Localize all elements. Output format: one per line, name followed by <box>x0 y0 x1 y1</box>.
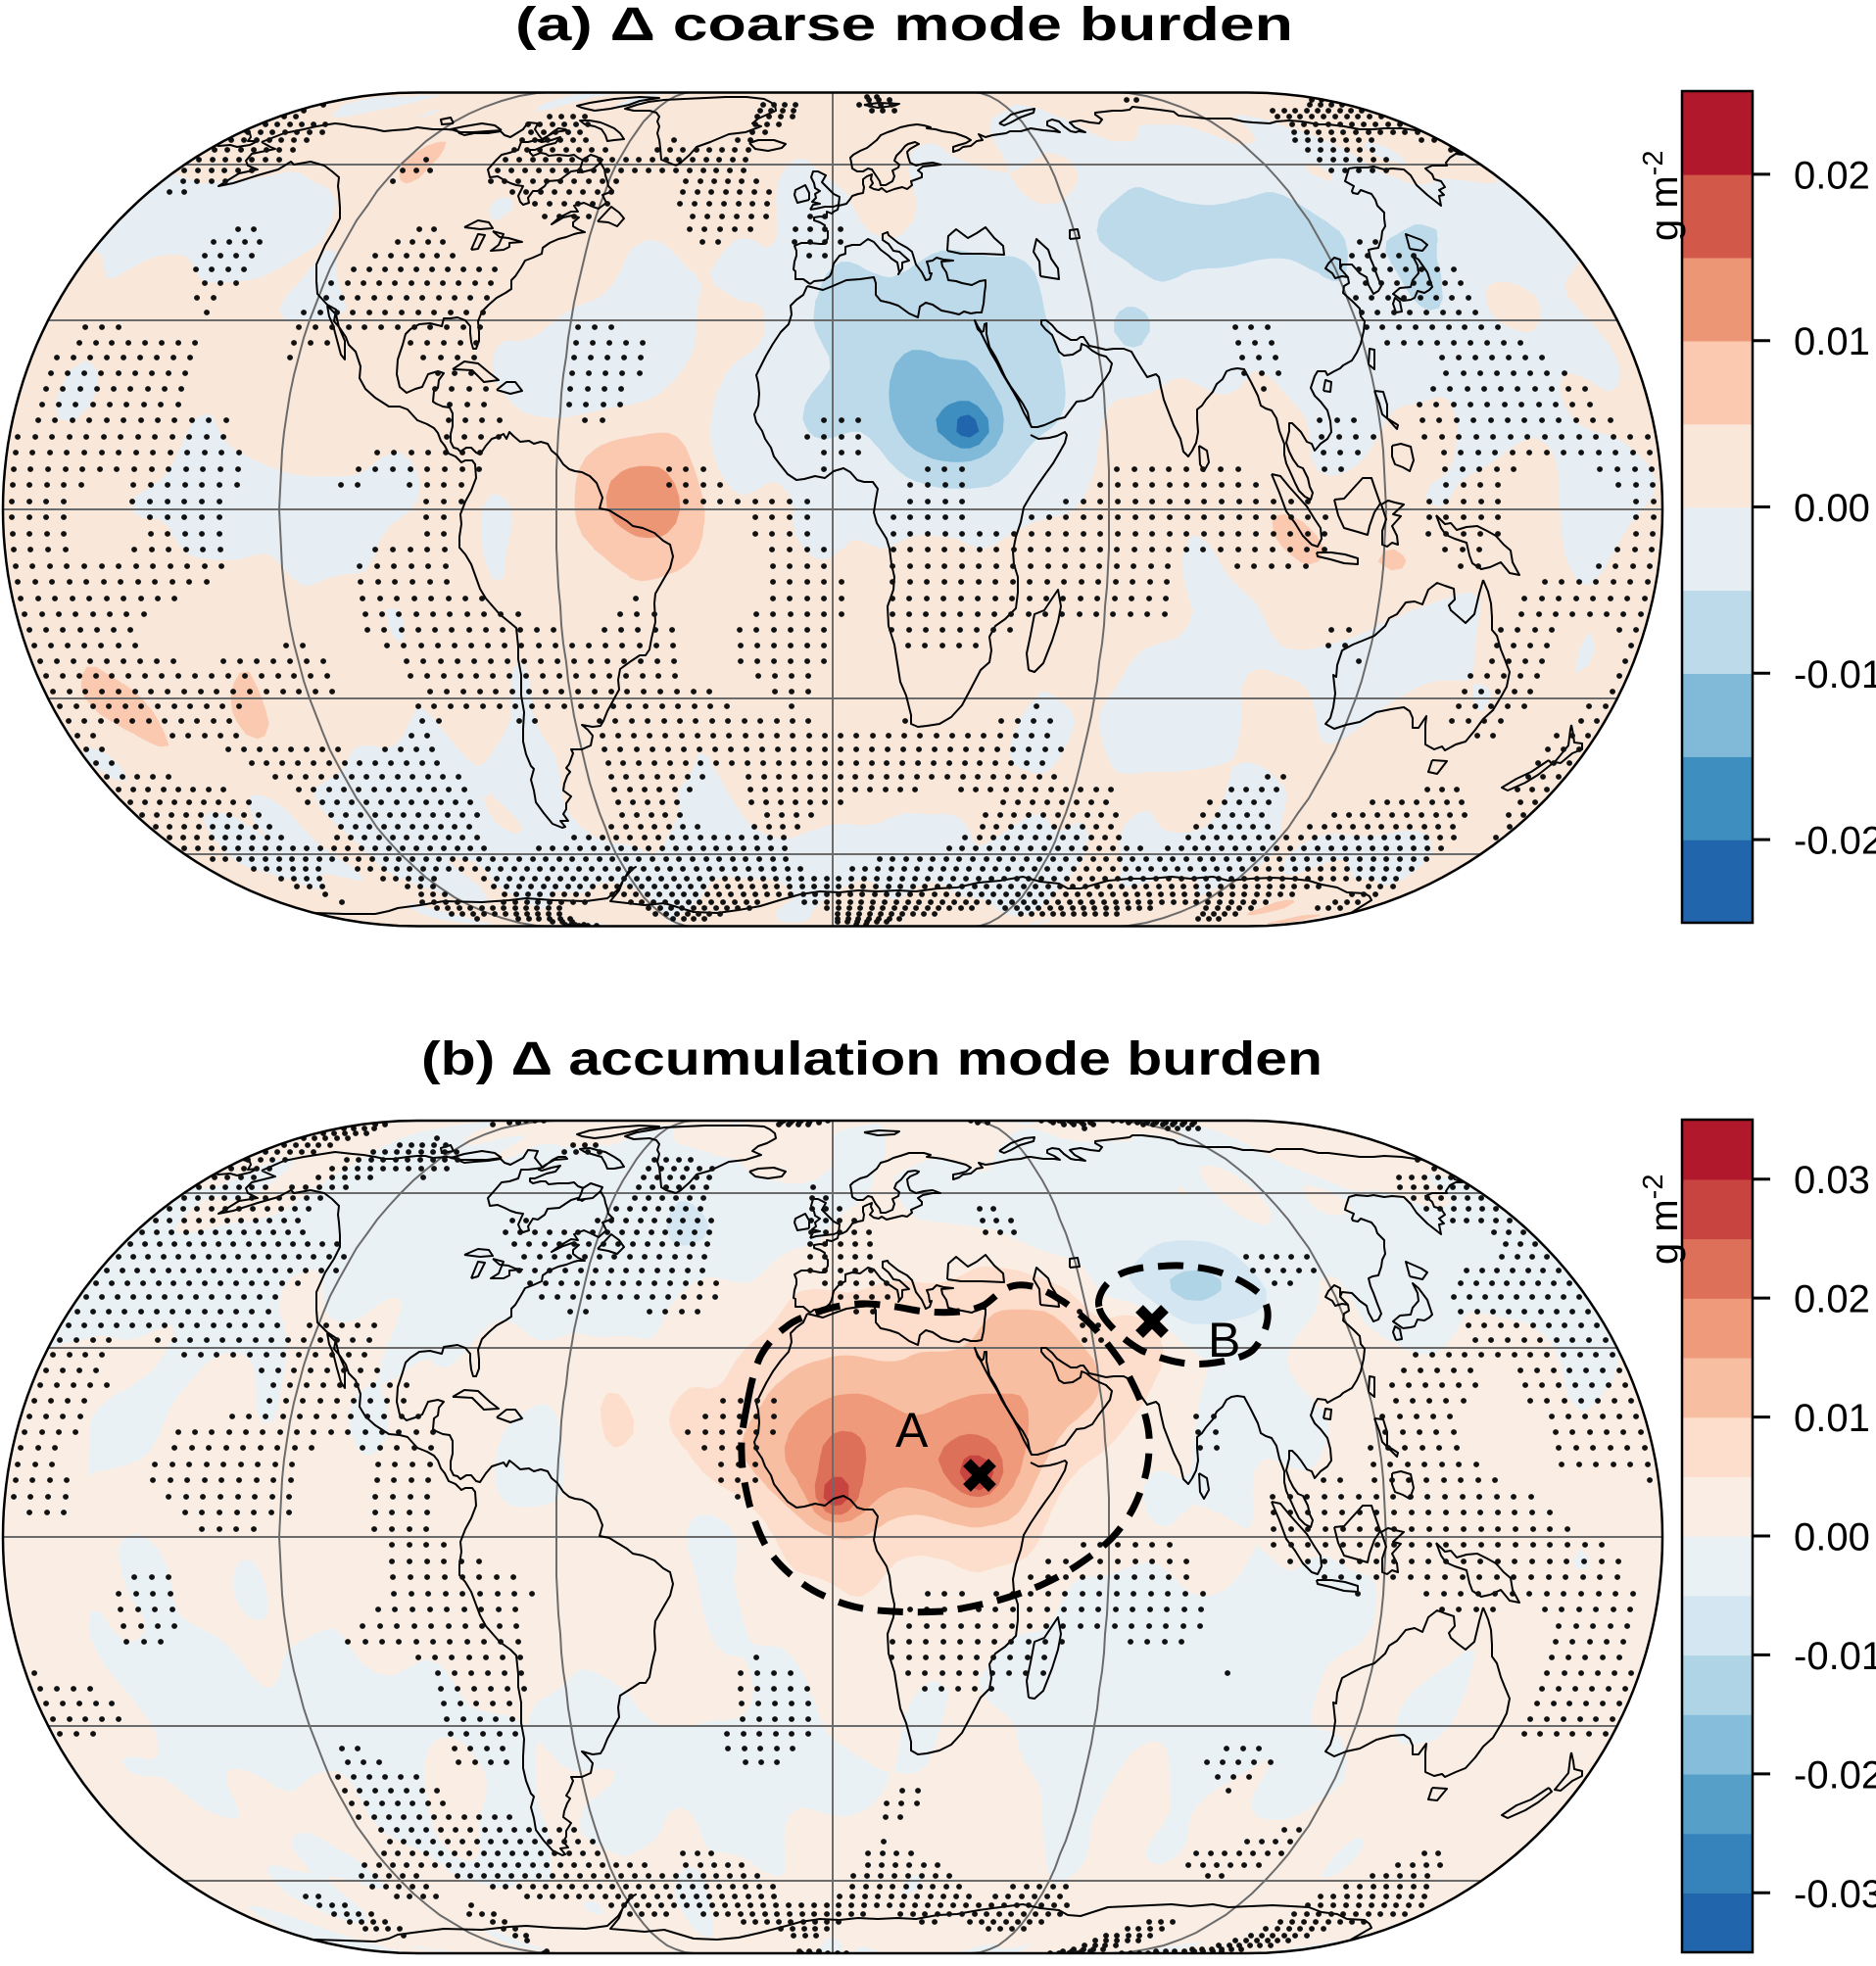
svg-text:0.01: 0.01 <box>1794 320 1870 363</box>
svg-text:(a) Δ coarse mode burden: (a) Δ coarse mode burden <box>515 0 1293 51</box>
svg-text:(b) Δ accumulation mode burden: (b) Δ accumulation mode burden <box>421 1033 1323 1085</box>
svg-text:-0.01: -0.01 <box>1794 653 1876 696</box>
svg-text:-0.02: -0.02 <box>1794 820 1876 863</box>
svg-text:-0.03: -0.03 <box>1794 1873 1876 1916</box>
svg-text:0.03: 0.03 <box>1794 1159 1870 1202</box>
svg-text:-0.02: -0.02 <box>1794 1753 1876 1797</box>
svg-text:0.02: 0.02 <box>1794 1278 1870 1321</box>
svg-text:0.01: 0.01 <box>1794 1397 1870 1440</box>
svg-text:0.02: 0.02 <box>1794 154 1870 197</box>
svg-text:-0.01: -0.01 <box>1794 1635 1876 1678</box>
svg-text:0.00: 0.00 <box>1794 1516 1870 1559</box>
svg-text:0.00: 0.00 <box>1794 487 1870 530</box>
svg-text:A: A <box>895 1403 929 1458</box>
svg-text:B: B <box>1208 1313 1240 1367</box>
